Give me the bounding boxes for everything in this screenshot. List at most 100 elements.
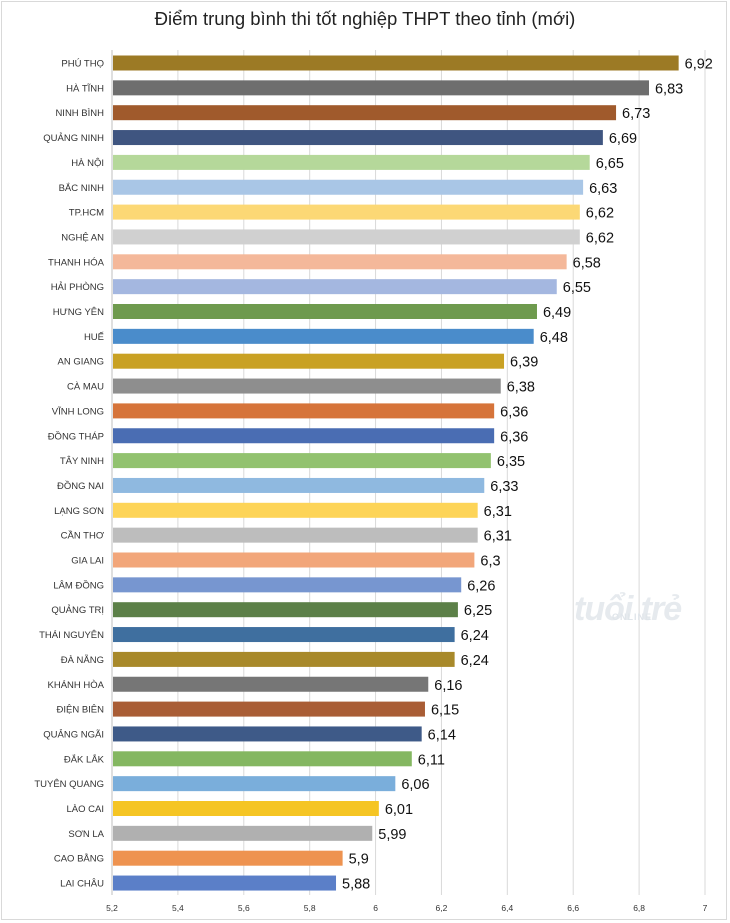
value-label: 6,31 bbox=[484, 529, 512, 545]
category-label: LÂM ĐỒNG bbox=[53, 579, 104, 591]
category-label: VĨNH LONG bbox=[52, 406, 104, 417]
x-tick-label: 6,2 bbox=[436, 903, 448, 913]
bar bbox=[113, 105, 617, 121]
category-label: NGHỆ AN bbox=[61, 232, 104, 243]
value-label: 6,15 bbox=[431, 703, 459, 719]
bar bbox=[113, 676, 429, 692]
value-label: 6,69 bbox=[609, 131, 637, 147]
bar bbox=[113, 80, 649, 96]
value-label: 6,31 bbox=[484, 504, 512, 520]
bar bbox=[113, 279, 557, 295]
category-label: ĐÀ NẴNG bbox=[61, 654, 104, 666]
category-label: TP.HCM bbox=[69, 208, 104, 219]
category-label: CAO BẰNG bbox=[54, 854, 104, 865]
watermark-logo: tuổi trẻ bbox=[574, 590, 682, 628]
category-label: HUẾ bbox=[84, 332, 104, 343]
category-label: LAI CHÂU bbox=[60, 879, 104, 890]
bar bbox=[113, 328, 534, 344]
category-label: CẦN THƠ bbox=[61, 531, 104, 542]
value-label: 6,92 bbox=[685, 57, 713, 73]
value-label: 6,11 bbox=[418, 752, 445, 768]
bar bbox=[113, 801, 379, 816]
bar bbox=[113, 130, 603, 146]
bar bbox=[113, 453, 491, 469]
value-label: 6,65 bbox=[596, 156, 624, 172]
x-tick-label: 6,6 bbox=[567, 903, 579, 913]
category-label: SƠN LA bbox=[68, 829, 104, 840]
value-label: 6,25 bbox=[464, 603, 492, 619]
x-tick-label: 6 bbox=[373, 903, 378, 913]
bar bbox=[113, 154, 590, 170]
category-label: HÀ NỘI bbox=[71, 158, 104, 169]
value-label: 6,58 bbox=[573, 255, 601, 271]
value-label: 5,99 bbox=[378, 827, 406, 843]
value-label: 6,24 bbox=[461, 653, 489, 669]
category-label: LÀO CAI bbox=[67, 804, 105, 815]
value-label: 6,33 bbox=[490, 479, 518, 495]
bar bbox=[113, 602, 458, 618]
value-label: 6,06 bbox=[401, 777, 429, 793]
value-label: 6,83 bbox=[655, 81, 683, 97]
bar bbox=[113, 304, 537, 319]
category-label: HƯNG YÊN bbox=[53, 307, 104, 318]
category-label: KHÁNH HÒA bbox=[48, 680, 105, 691]
chart-title: Điểm trung bình thi tốt nghiệp THPT theo… bbox=[154, 8, 576, 29]
category-label: QUẢNG NINH bbox=[43, 132, 104, 144]
bar bbox=[113, 527, 478, 543]
value-label: 6,49 bbox=[543, 305, 571, 321]
value-label: 6,35 bbox=[497, 454, 525, 470]
bar bbox=[113, 701, 425, 717]
bar bbox=[113, 229, 580, 245]
category-label: QUẢNG NGÃI bbox=[43, 728, 104, 740]
value-label: 6,26 bbox=[467, 578, 495, 594]
x-tick-label: 5,8 bbox=[304, 903, 316, 913]
value-label: 6,01 bbox=[385, 802, 413, 818]
bar bbox=[113, 751, 412, 767]
bar bbox=[113, 577, 462, 593]
value-label: 6,14 bbox=[428, 727, 456, 743]
category-label: ĐẮK LẮK bbox=[64, 754, 105, 765]
category-label: NINH BÌNH bbox=[55, 108, 104, 119]
bar bbox=[113, 179, 584, 195]
bar bbox=[113, 254, 567, 270]
bar bbox=[113, 651, 455, 667]
watermark-subtext: ONLINE bbox=[612, 612, 653, 622]
category-label: LẠNG SƠN bbox=[54, 506, 104, 517]
bar bbox=[113, 403, 495, 419]
category-label: ĐỒNG NAI bbox=[57, 480, 104, 492]
value-label: 5,88 bbox=[342, 877, 370, 893]
bar bbox=[113, 627, 455, 643]
bar bbox=[113, 55, 679, 71]
value-label: 6,36 bbox=[500, 429, 528, 445]
bar bbox=[113, 825, 373, 841]
value-label: 6,62 bbox=[586, 206, 614, 222]
bar bbox=[113, 428, 495, 444]
value-label: 6,3 bbox=[480, 554, 500, 570]
category-label: BẮC NINH bbox=[59, 183, 105, 194]
category-label: THÁI NGUYÊN bbox=[39, 630, 104, 641]
bar bbox=[113, 850, 343, 866]
value-label: 6,62 bbox=[586, 230, 614, 246]
value-label: 6,48 bbox=[540, 330, 568, 346]
bar bbox=[113, 204, 580, 220]
x-tick-label: 6,4 bbox=[501, 903, 513, 913]
value-label: 6,16 bbox=[434, 678, 462, 694]
category-label: HẢI PHÒNG bbox=[51, 281, 104, 293]
value-label: 6,36 bbox=[500, 404, 528, 420]
category-label: ĐIỆN BIÊN bbox=[56, 705, 104, 716]
category-label: THANH HÓA bbox=[48, 257, 105, 268]
value-label: 6,24 bbox=[461, 628, 489, 644]
value-label: 6,73 bbox=[622, 106, 650, 122]
bar bbox=[113, 552, 475, 568]
category-label: CÀ MAU bbox=[67, 382, 104, 393]
x-tick-label: 5,6 bbox=[238, 903, 250, 913]
category-label: AN GIANG bbox=[58, 357, 104, 368]
category-label: PHÚ THỌ bbox=[61, 59, 104, 70]
value-label: 6,38 bbox=[507, 380, 535, 396]
value-label: 6,63 bbox=[589, 181, 617, 197]
category-label: TUYÊN QUANG bbox=[34, 779, 104, 790]
value-label: 5,9 bbox=[349, 852, 369, 868]
category-label: TÂY NINH bbox=[60, 456, 104, 467]
